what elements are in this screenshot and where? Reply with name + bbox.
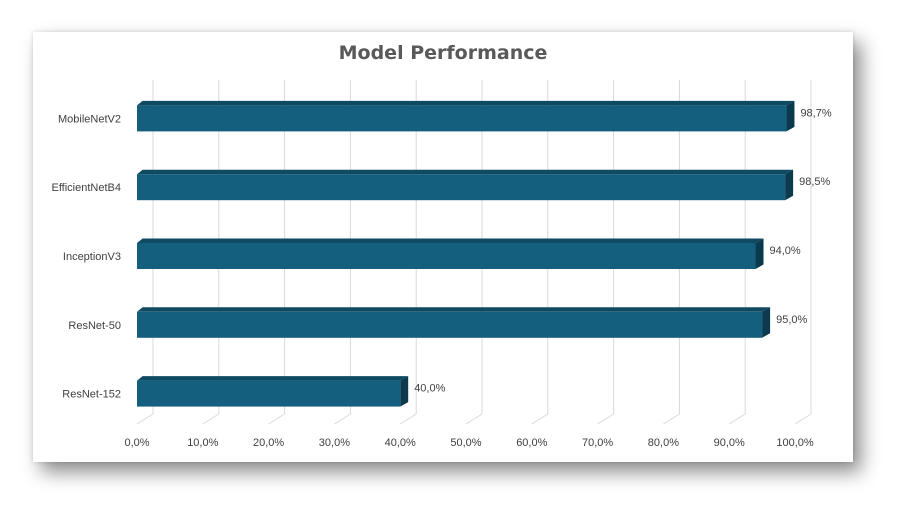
category-label: InceptionV3 — [63, 251, 121, 263]
data-label: 98,7% — [800, 107, 831, 119]
gridline-floor — [268, 413, 285, 425]
data-label: 40,0% — [414, 383, 445, 395]
bar-top-face — [137, 169, 794, 175]
bar — [137, 105, 787, 132]
bar-top-face — [137, 238, 764, 243]
x-tick-label: 30,0% — [319, 437, 350, 449]
gridline-floor — [334, 413, 351, 425]
bar-top-face — [137, 376, 409, 381]
x-tick-label: 20,0% — [253, 437, 284, 449]
chart-card: Model Performance 0,0% 10,0% 20,0% 30,0% 40,… — [33, 32, 853, 462]
bar-top-face — [137, 307, 771, 312]
x-tick-label: 40,0% — [385, 437, 416, 449]
gridline-floor — [597, 413, 614, 425]
bar-side-face — [785, 169, 794, 201]
gridline-floor — [728, 413, 746, 425]
gridline-floor — [663, 413, 680, 425]
x-tick-label: 50,0% — [450, 437, 481, 449]
bar — [137, 174, 786, 201]
gridline-floor — [202, 413, 220, 425]
bar-side-face — [400, 376, 409, 407]
bar — [137, 243, 756, 269]
x-tick-label: 10,0% — [187, 437, 218, 449]
gridline-floor — [794, 413, 812, 425]
x-tick-label: 70,0% — [582, 437, 613, 449]
category-label: EfficientNetB4 — [51, 182, 121, 194]
gridline-floor — [399, 413, 417, 425]
x-tick-label: 60,0% — [516, 437, 547, 449]
data-label: 94,0% — [770, 245, 801, 257]
gridline-floor — [465, 413, 483, 425]
category-label: MobileNetV2 — [58, 113, 121, 125]
bar-side-face — [762, 307, 771, 338]
bar-side-face — [786, 100, 795, 132]
chart-plot-area: 0,0% 10,0% 20,0% 30,0% 40,0% 50,0% 60,0% 70,0% 8… — [51, 80, 832, 449]
bar-top-face — [137, 100, 795, 106]
x-tick-label: 80,0% — [648, 437, 679, 449]
bar — [137, 380, 401, 407]
x-tick-label: 100,0% — [776, 437, 814, 449]
bar-side-face — [755, 238, 764, 269]
chart-title: Model Performance — [338, 42, 548, 64]
category-label: ResNet-152 — [62, 389, 121, 401]
data-label: 95,0% — [776, 314, 807, 326]
data-label: 98,5% — [799, 176, 830, 188]
gridline-floor — [136, 413, 154, 425]
category-label: ResNet-50 — [68, 320, 121, 332]
gridline-floor — [531, 413, 549, 425]
bar — [137, 311, 763, 338]
x-tick-label: 0,0% — [124, 437, 149, 449]
x-tick-label: 90,0% — [714, 437, 745, 449]
